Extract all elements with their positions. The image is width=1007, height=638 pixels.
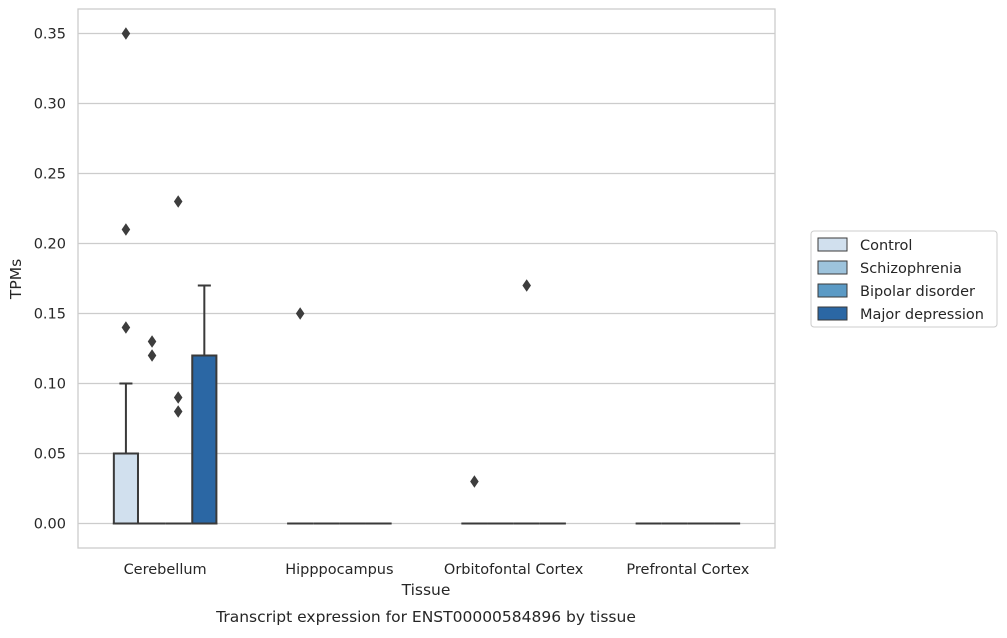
y-tick-label: 0.10 <box>34 377 66 393</box>
legend-label: Bipolar disorder <box>860 284 975 300</box>
chart-caption: Transcript expression for ENST0000058489… <box>215 608 636 626</box>
box <box>112 452 139 525</box>
y-tick-label: 0.05 <box>34 447 66 463</box>
y-tick-label: 0.00 <box>34 517 66 533</box>
series-control <box>112 27 662 525</box>
outlier-point <box>147 349 157 362</box>
boxes <box>112 27 741 525</box>
y-tick-labels: 0.00 0.05 0.10 0.15 0.20 0.25 0.30 0.35 <box>34 27 66 533</box>
legend-swatch <box>817 260 848 275</box>
series-bipolar-disorder <box>165 195 715 525</box>
x-tick-labels: Cerebellum Hipppocampus Orbitofontal Corte… <box>124 562 750 578</box>
y-tick-label: 0.35 <box>34 27 66 43</box>
legend-swatch <box>817 283 848 298</box>
x-tick-label: Orbitofontal Cortex <box>444 562 584 578</box>
grid <box>78 32 775 525</box>
outlier-point <box>121 223 131 236</box>
y-tick-label: 0.15 <box>34 307 66 323</box>
series-major-depression <box>191 284 741 525</box>
series-schizophrenia <box>138 335 688 525</box>
plot-frame <box>77 8 776 549</box>
legend-label: Major depression <box>860 307 984 323</box>
legend-label: Control <box>860 238 912 254</box>
legend-label: Schizophrenia <box>860 261 962 277</box>
y-axis-title: TPMs <box>7 259 25 300</box>
outlier-point <box>173 405 183 418</box>
x-axis-title: Tissue <box>401 581 451 599</box>
x-tick-label: Prefrontal Cortex <box>626 562 749 578</box>
legend-frame <box>810 230 998 328</box>
legend-swatch <box>817 306 848 321</box>
outlier-point <box>121 27 131 40</box>
outlier-point <box>121 321 131 334</box>
outlier-point <box>295 307 305 320</box>
box <box>191 354 218 525</box>
legend-swatch <box>817 237 848 252</box>
outlier-point <box>173 391 183 404</box>
y-tick-label: 0.20 <box>34 237 66 253</box>
outlier-point <box>522 279 531 292</box>
y-tick-label: 0.30 <box>34 97 66 113</box>
legend: Control Schizophrenia Bipolar disorder Majo… <box>810 230 998 328</box>
outlier-point <box>470 475 479 488</box>
outlier-point <box>173 195 183 208</box>
y-tick-label: 0.25 <box>34 167 66 183</box>
outlier-point <box>147 335 157 348</box>
x-tick-label: Cerebellum <box>124 562 207 578</box>
x-tick-label: Hipppocampus <box>285 562 393 578</box>
